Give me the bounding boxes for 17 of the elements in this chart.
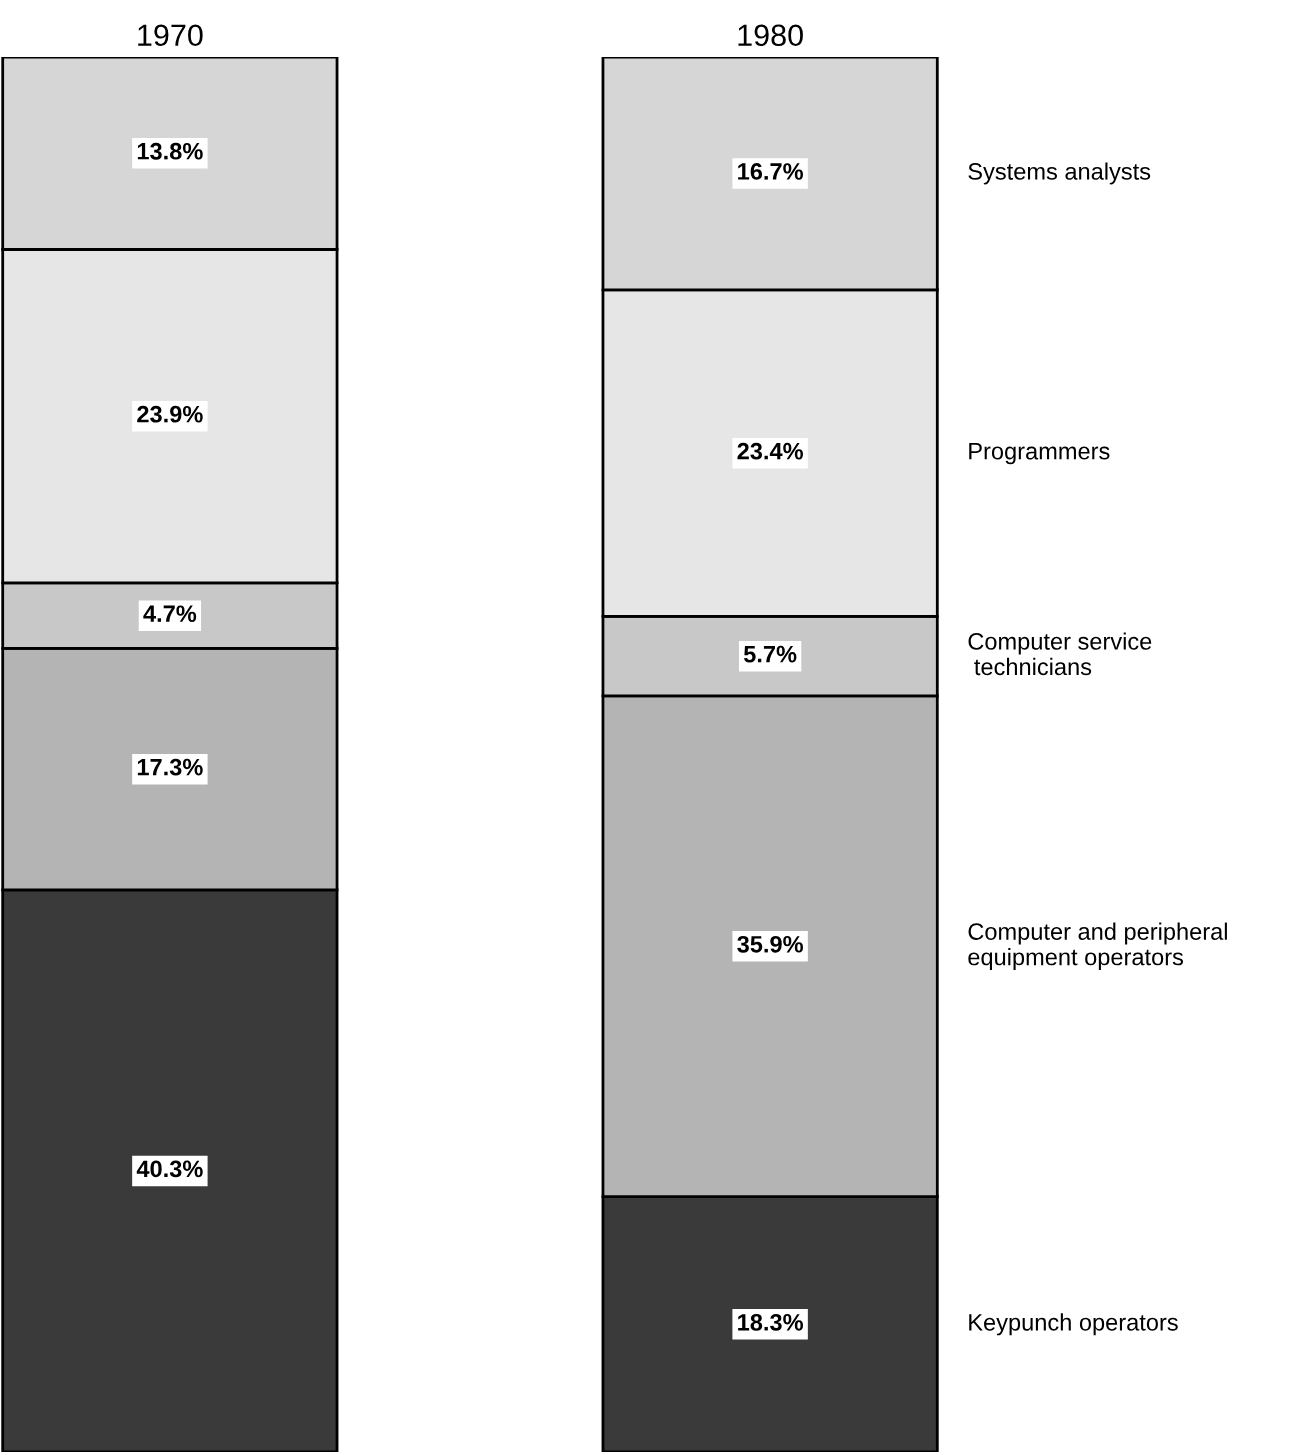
data-label: 13.8%: [137, 142, 203, 160]
data-label: 23.4%: [737, 442, 803, 460]
data-label: 16.7%: [738, 163, 803, 180]
data-label: 17.3%: [137, 758, 203, 776]
x-tick-label: 1980: [738, 24, 803, 47]
data-label: 23.9%: [137, 405, 203, 423]
data-label: 18.3%: [738, 1313, 803, 1331]
x-tick-label: 1970: [138, 24, 203, 47]
series-label: Computer service technicians: [968, 632, 1152, 676]
data-label: 4.7%: [143, 605, 197, 622]
series-label: Programmers: [969, 443, 1110, 465]
data-label: 5.7%: [743, 645, 797, 663]
data-label: 35.9%: [737, 935, 803, 953]
series-label: Computer and peripheral equipment operators: [968, 922, 1227, 971]
series-label: Keypunch operators: [969, 1313, 1178, 1336]
data-label: 40.3%: [136, 1160, 203, 1178]
series-label: Systems analysts: [968, 162, 1151, 185]
